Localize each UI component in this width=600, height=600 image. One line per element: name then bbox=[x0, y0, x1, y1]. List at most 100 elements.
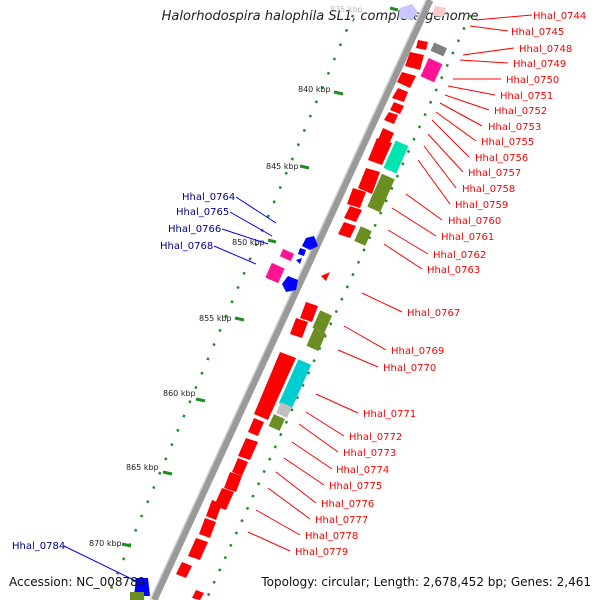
gene-label: Hhal_0769 bbox=[391, 346, 444, 357]
gene-label: Hhal_0757 bbox=[468, 168, 521, 179]
gene-box bbox=[312, 310, 333, 333]
gene-arrow bbox=[224, 472, 242, 492]
gene-arrow bbox=[206, 500, 222, 520]
leader-line bbox=[305, 411, 345, 437]
tick-mark bbox=[299, 164, 310, 170]
leader-line bbox=[435, 111, 477, 142]
leader-line bbox=[439, 102, 483, 127]
gene-arrow bbox=[390, 102, 404, 114]
gene-label: Hhal_0774 bbox=[336, 465, 389, 476]
gene-box bbox=[278, 359, 312, 409]
leader-line bbox=[469, 25, 509, 32]
gene-label: Hhal_0777 bbox=[315, 515, 368, 526]
gene-label: Hhal_0778 bbox=[305, 531, 358, 542]
gene-box bbox=[276, 402, 292, 418]
gene-arrow bbox=[134, 578, 150, 596]
gene-arrow bbox=[282, 276, 298, 292]
gene-arrow bbox=[405, 52, 424, 70]
gene-box bbox=[279, 248, 295, 262]
gene-arrow bbox=[368, 138, 392, 165]
gene-label: Hhal_0756 bbox=[475, 153, 528, 164]
gene-label: Hhal_0751 bbox=[500, 91, 553, 102]
gene-arrow bbox=[296, 258, 302, 264]
gene-label: Hhal_0773 bbox=[343, 448, 396, 459]
gene-label: Hhal_0761 bbox=[441, 232, 494, 243]
tick-labels: 835 kbp 840 kbp 845 kbp 850 kbp 855 kbp … bbox=[89, 5, 363, 548]
leader-line bbox=[391, 207, 437, 237]
gene-arrow bbox=[344, 206, 362, 222]
gene-arrow bbox=[384, 112, 398, 124]
leader-line bbox=[459, 59, 509, 64]
left-gene-labels: Hhal_0764 Hhal_0765 Hhal_0766 Hhal_0768 … bbox=[12, 192, 235, 552]
leader-line bbox=[447, 85, 496, 96]
gene-arrow bbox=[392, 88, 408, 102]
tick-label: 855 kbp bbox=[199, 314, 232, 323]
tick-label: 840 kbp bbox=[298, 85, 331, 94]
leader-line bbox=[427, 133, 464, 173]
gene-arrow bbox=[232, 458, 248, 476]
gene-arrow bbox=[321, 272, 330, 281]
gene-arrow bbox=[290, 318, 308, 338]
leader-line bbox=[229, 211, 273, 237]
gene-arrow bbox=[358, 168, 380, 194]
gene-arrow bbox=[397, 72, 416, 88]
gene-label: Hhal_0768 bbox=[160, 241, 213, 252]
leader-line bbox=[221, 228, 269, 245]
gene-label: Hhal_0759 bbox=[455, 200, 508, 211]
leader-line bbox=[417, 159, 451, 205]
leader-line bbox=[267, 487, 311, 520]
gene-label: Hhal_0771 bbox=[363, 409, 416, 420]
gene-label: Hhal_0779 bbox=[295, 547, 348, 558]
gene-features-inner bbox=[176, 40, 448, 600]
leader-line bbox=[255, 509, 301, 536]
gene-box bbox=[268, 414, 285, 431]
gene-label: Hhal_0766 bbox=[168, 224, 221, 235]
leader-line bbox=[405, 193, 443, 221]
tick-marks bbox=[121, 6, 399, 548]
gene-arrow bbox=[416, 40, 428, 50]
gene-arrow bbox=[256, 400, 272, 418]
gene-label: Hhal_0758 bbox=[462, 184, 515, 195]
gene-label: Hhal_0748 bbox=[519, 44, 572, 55]
accession-label: Accession: NC_008789 bbox=[9, 575, 146, 589]
gene-box bbox=[367, 173, 395, 213]
gene-label: Hhal_0770 bbox=[383, 363, 436, 374]
gene-arrow bbox=[238, 438, 258, 460]
tick-mark bbox=[162, 470, 173, 476]
leader-line bbox=[431, 119, 470, 158]
tick-label: 835 kbp bbox=[330, 5, 363, 14]
leader-line bbox=[291, 441, 333, 470]
gene-arrow bbox=[338, 222, 356, 238]
gene-label: Hhal_0767 bbox=[407, 308, 460, 319]
gene-label: Hhal_0765 bbox=[176, 207, 229, 218]
gene-box bbox=[306, 328, 327, 351]
gene-label: Hhal_0762 bbox=[433, 250, 486, 261]
gene-arrow bbox=[188, 538, 208, 560]
tick-mark bbox=[333, 90, 344, 96]
gene-label: Hhal_0784 bbox=[12, 541, 65, 552]
gene-label: Hhal_0752 bbox=[494, 106, 547, 117]
gene-features-outer bbox=[130, 236, 318, 600]
leader-line bbox=[383, 243, 423, 270]
gene-label: Hhal_0764 bbox=[182, 192, 235, 203]
gene-box bbox=[430, 42, 448, 57]
leader-line bbox=[247, 531, 291, 552]
gene-label: Hhal_0760 bbox=[448, 216, 501, 227]
gene-box bbox=[265, 262, 285, 284]
backbone bbox=[149, 0, 434, 600]
leader-line bbox=[283, 457, 325, 486]
gene-box bbox=[383, 140, 409, 174]
tick-label: 865 kbp bbox=[126, 463, 159, 472]
tick-mark bbox=[121, 542, 132, 548]
leader-line bbox=[444, 94, 490, 111]
gene-arrow bbox=[398, 4, 418, 20]
tick-mark bbox=[267, 238, 277, 244]
leader-line bbox=[235, 196, 277, 224]
gene-arrow bbox=[347, 188, 366, 208]
gene-box bbox=[354, 226, 372, 246]
leader-line bbox=[298, 423, 339, 453]
leader-line bbox=[337, 349, 379, 368]
gene-box bbox=[420, 58, 443, 83]
gene-label: Hhal_0749 bbox=[513, 59, 566, 70]
